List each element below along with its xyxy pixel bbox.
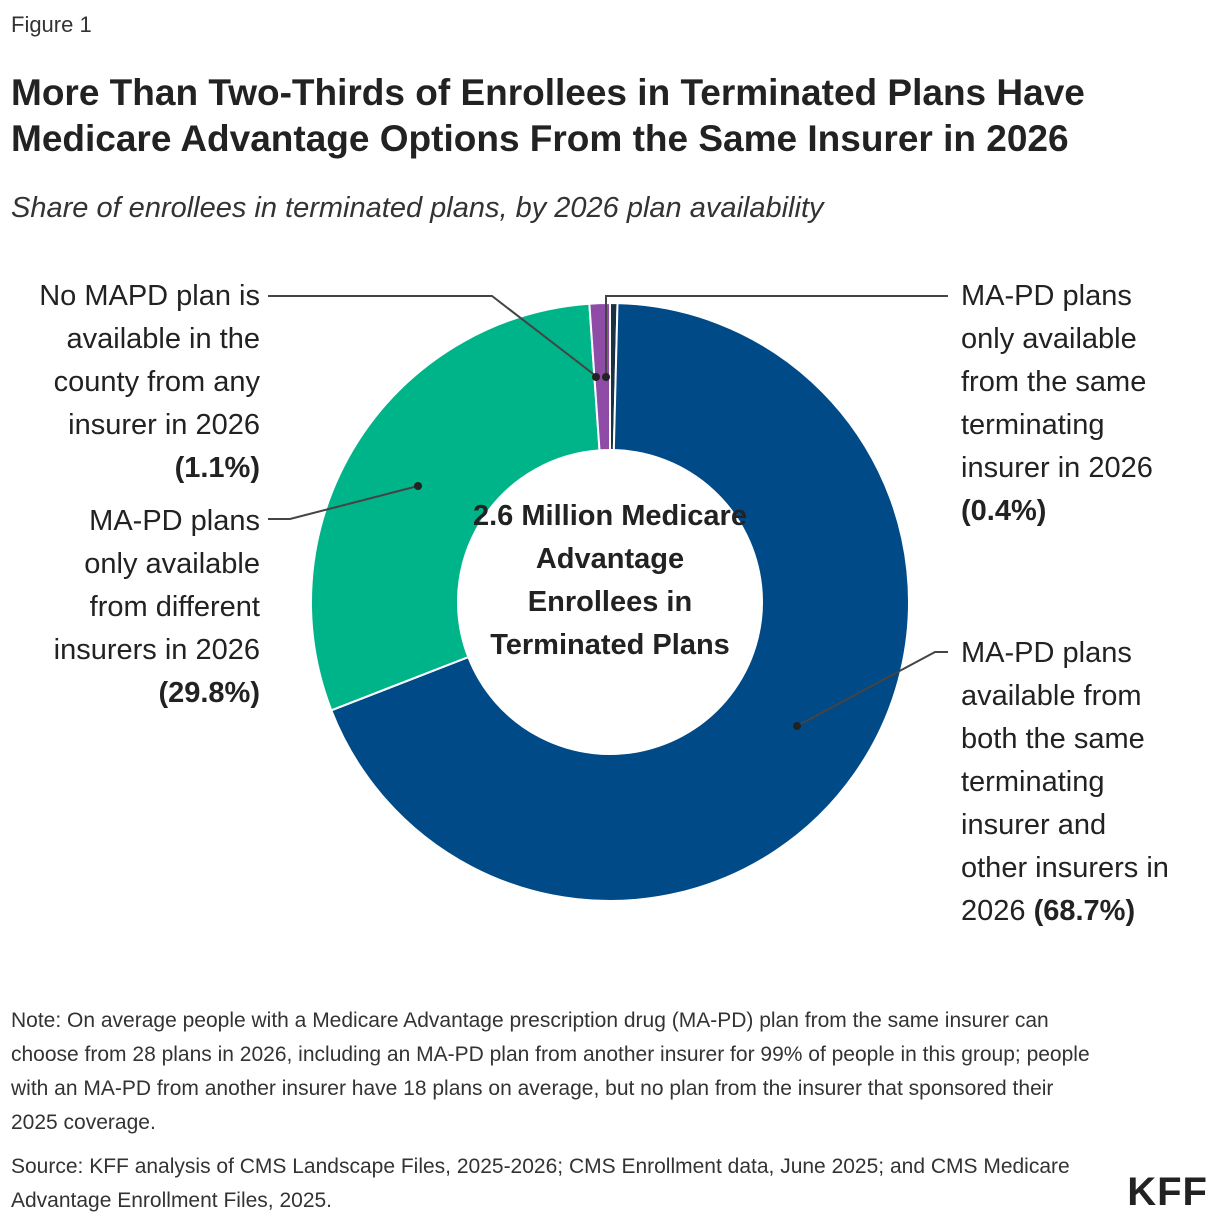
leader-dot-same-only — [602, 373, 610, 381]
callout-text: county from any — [53, 366, 260, 398]
callout-text: MA-PD plans — [961, 280, 1132, 312]
callout-text: insurers in 2026 — [53, 634, 260, 666]
leader-line-no-mapd — [268, 295, 597, 377]
callout-text: insurer and — [961, 809, 1107, 841]
slice-both-insurers — [330, 302, 910, 902]
callout-text: MA-PD plans — [89, 505, 260, 537]
callout-percent: (0.4%) — [961, 495, 1047, 527]
callout-text: insurer in 2026 — [961, 452, 1153, 484]
callout-different-insurers: MA-PD plans only available from differen… — [0, 500, 260, 715]
callout-percent: (68.7%) — [1033, 895, 1136, 927]
callout-text: only available — [961, 323, 1137, 355]
callout-text: 2026 — [961, 895, 1026, 927]
callout-text-last-line: 2026 (68.7%) — [961, 890, 1211, 933]
chart-title: More Than Two-Thirds of Enrollees in Ter… — [11, 72, 1085, 159]
callout-text: from the same — [961, 366, 1147, 398]
callout-both-insurers: MA-PD plans available from both the same… — [961, 632, 1211, 933]
chart-note: Note: On average people with a Medicare … — [11, 1009, 1090, 1134]
leader-line-different — [268, 485, 419, 520]
callout-text: only available — [84, 548, 260, 580]
leader-dot-different — [414, 482, 422, 490]
callout-text: available in the — [66, 323, 260, 355]
chart-subtitle: Share of enrollees in terminated plans, … — [11, 192, 824, 224]
callout-text: both the same — [961, 723, 1145, 755]
callout-text: available from — [961, 680, 1142, 712]
callout-text: other insurers in — [961, 852, 1169, 884]
leader-dot-both — [793, 722, 801, 730]
callout-text: from different — [89, 591, 260, 623]
callout-text: MA-PD plans — [961, 637, 1132, 669]
kff-logo: KFF — [1127, 1170, 1208, 1214]
callout-text: terminating — [961, 766, 1105, 798]
callout-text: insurer in 2026 — [68, 409, 260, 441]
callout-text: terminating — [961, 409, 1105, 441]
callout-no-mapd: No MAPD plan is available in the county … — [0, 275, 260, 490]
chart-source: Source: KFF analysis of CMS Landscape Fi… — [11, 1155, 1070, 1212]
leader-line-both — [796, 651, 948, 727]
callout-same-insurer-only: MA-PD plans only available from the same… — [961, 275, 1211, 533]
center-label: 2.6 Million Medicare Advantage Enrollees… — [473, 500, 747, 661]
callout-percent: (29.8%) — [158, 677, 260, 709]
slice-different-insurers — [310, 302, 601, 712]
figure-label: Figure 1 — [11, 12, 92, 37]
leader-line-same-only — [605, 295, 948, 376]
callout-percent: (1.1%) — [174, 452, 260, 484]
leader-dot-no-mapd — [592, 373, 600, 381]
callout-text: No MAPD plan is — [39, 280, 260, 312]
